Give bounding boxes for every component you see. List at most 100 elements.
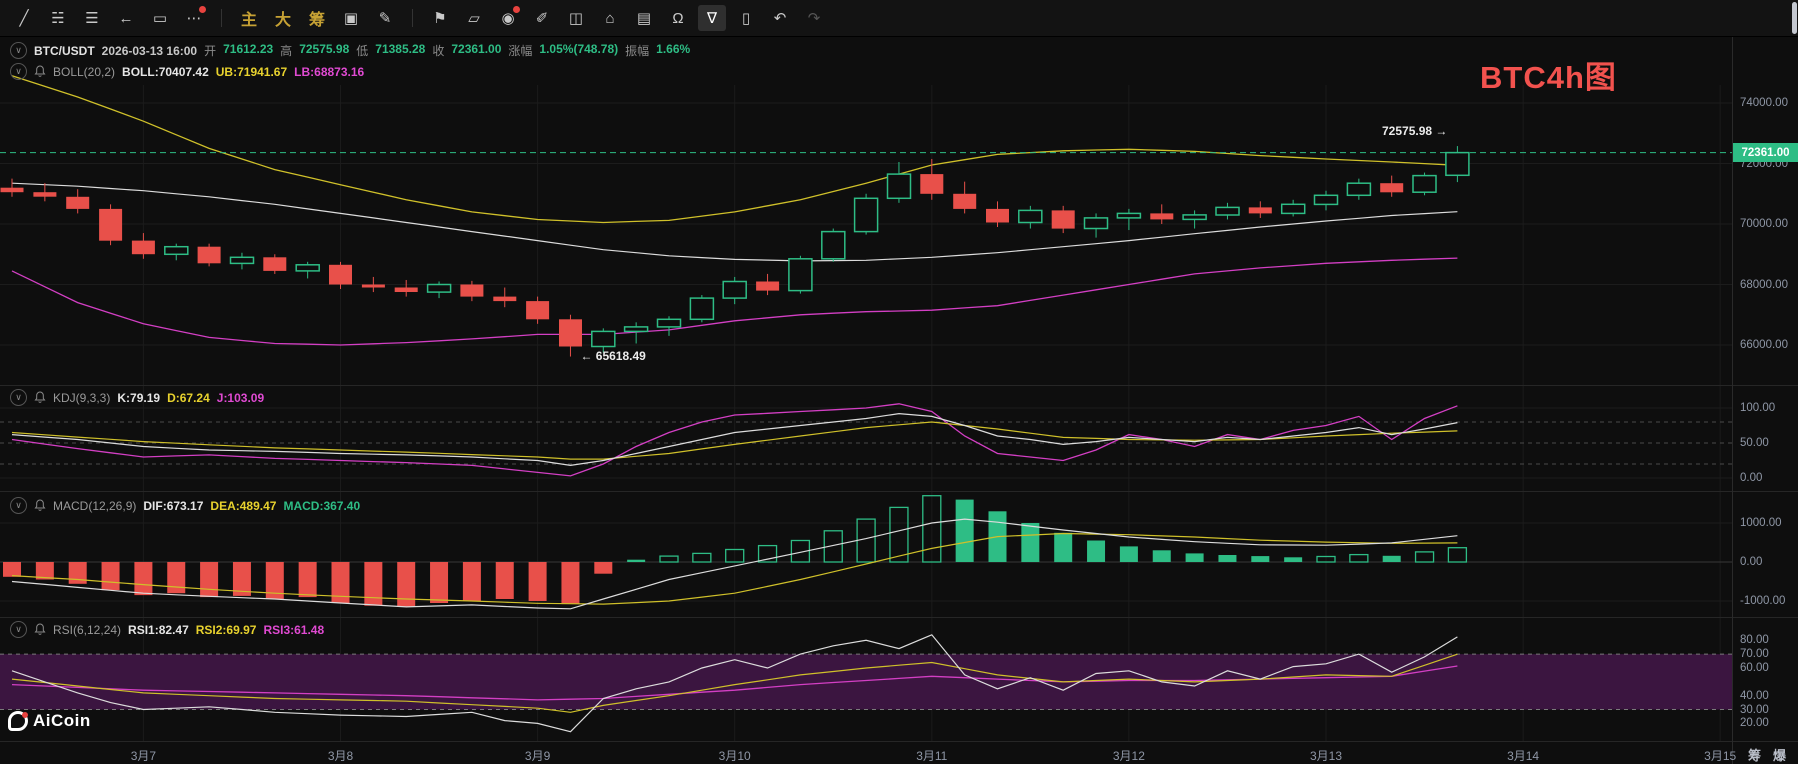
bookmark-icon[interactable]: ⚑: [433, 10, 447, 27]
kdj-j-value: J:103.09: [216, 390, 265, 405]
boll-lower-value: LB:68873.16: [294, 64, 365, 79]
more-drawings-icon[interactable]: ⋯: [180, 5, 208, 31]
boll-mid-value: BOLL:70407.42: [122, 64, 209, 79]
alert-bell-icon[interactable]: [34, 623, 46, 636]
corner-tabs: 筹爆: [1748, 745, 1786, 764]
collapse-chevron-icon[interactable]: ∨: [10, 389, 27, 406]
axis-tick-label: 100.00: [1740, 402, 1776, 414]
parallel-lines-icon[interactable]: ☰: [85, 10, 99, 27]
kdj-d-value: D:67.24: [167, 390, 210, 405]
macd-dif-value: DIF:673.17: [143, 498, 204, 513]
magnet-tool-icon[interactable]: Ω: [672, 9, 684, 27]
ohlc-values: 开 71612.23 高 72575.98 低 71385.28 收 72361.00 涨幅 1.…: [204, 42, 690, 59]
scrollbar-handle[interactable]: [1792, 2, 1797, 34]
marker-pen-icon[interactable]: ✐: [535, 10, 549, 27]
axis-tick-label: 70.00: [1740, 648, 1769, 661]
toolbar-divider: [221, 9, 222, 27]
alert-bell-icon[interactable]: [34, 391, 46, 404]
aicoin-logo-text: AiCoin: [33, 711, 91, 730]
corner-tab-筹[interactable]: 筹: [1748, 748, 1762, 763]
macd-hist-value: MACD:367.40: [283, 498, 361, 513]
axis-tick-label: 68000.00: [1740, 278, 1788, 291]
axis-tick-label: 60.00: [1740, 662, 1769, 674]
axis-tick-label: 1000.00: [1740, 517, 1782, 529]
kdj-k-value: K:79.19: [117, 390, 161, 405]
rsi-indicator-name: RSI(6,12,24): [53, 622, 122, 637]
axis-tick-label: 74000.00: [1740, 97, 1788, 109]
ohlc-value: 71612.23: [223, 42, 274, 56]
boll-upper-value: UB:71941.67: [215, 64, 288, 79]
ohlc-label: 涨幅: [508, 44, 533, 58]
axis-tick-label: 30.00: [1740, 703, 1769, 716]
ohlc-label: 高: [280, 44, 293, 58]
collapse-chevron-icon[interactable]: ∨: [10, 621, 27, 638]
collapse-chevron-icon[interactable]: ∨: [10, 42, 27, 59]
datetime-label: 2026-03-13 16:00: [101, 43, 198, 58]
rectangle-tool-icon[interactable]: ▭: [152, 10, 168, 27]
rsi1-value: RSI1:82.47: [128, 622, 189, 637]
notes-tool-icon[interactable]: ▤: [636, 10, 652, 27]
ohlc-value: 72575.98: [299, 42, 350, 56]
date-tick-label: 3月12: [1112, 749, 1145, 763]
corner-tab-爆[interactable]: 爆: [1773, 748, 1787, 763]
chart-watermark: BTC4h图: [1480, 60, 1617, 95]
notification-dot: [199, 6, 206, 13]
axis-tick-label: 0.00: [1740, 556, 1763, 568]
ohlc-value: 72361.00: [451, 42, 502, 56]
macd-indicator-name: MACD(12,26,9): [53, 498, 137, 513]
measure-icon[interactable]: ▱: [468, 10, 480, 27]
collapse-chevron-icon[interactable]: ∨: [10, 63, 27, 80]
boll-indicator-name: BOLL(20,2): [53, 64, 116, 79]
trash-tool-icon[interactable]: ▯: [741, 10, 751, 27]
filter-tool-icon[interactable]: ∇: [698, 5, 726, 31]
ohlc-value: 71385.28: [375, 42, 426, 56]
rsi3-value: RSI3:61.48: [263, 622, 325, 637]
axis-tick-label: 50.00: [1740, 437, 1769, 449]
aicoin-logo-icon: [8, 711, 28, 731]
low-price-marker: ← 65618.49: [580, 348, 646, 363]
rsi-info-row: ∨ RSI(6,12,24) RSI1:82.47 RSI2:69.97 RSI…: [10, 621, 324, 638]
ohlc-label: 收: [432, 44, 445, 58]
lock-tool-icon[interactable]: ⌂: [605, 9, 615, 27]
collapse-chevron-icon[interactable]: ∨: [10, 497, 27, 514]
axis-tick-label: 66000.00: [1740, 339, 1788, 351]
ohlc-label: 低: [356, 44, 369, 58]
boll-info-row: ∨ BOLL(20,2) BOLL:70407.42 UB:71941.67 L…: [10, 63, 364, 80]
brush-tool-icon[interactable]: ✎: [378, 10, 392, 27]
ohlc-label: 振幅: [625, 44, 650, 58]
ohlc-info-row: ∨ BTC/USDT 2026-03-13 16:00 开 71612.23 高 72…: [10, 42, 690, 59]
axis-tick-label: 20.00: [1740, 717, 1769, 730]
main-indicator-icon[interactable]: 主: [240, 12, 257, 29]
symbol-label: BTC/USDT: [34, 43, 95, 58]
toolbar: ╱ ☵ ☰ ← ▭ ⋯ 主大筹 ▣ ✎ ⚑ ▱ ◉ ✐ ◫ ⌂ ▤ Ω ∇ ▯ ↶ ↷: [0, 0, 1798, 37]
aicoin-logo: AiCoin: [8, 711, 91, 731]
alert-bell-icon[interactable]: [34, 65, 46, 78]
date-tick-label: 3月14: [1507, 749, 1540, 763]
alert-bell-icon[interactable]: [34, 499, 46, 512]
high-price-marker: 72575.98 →: [1382, 124, 1448, 139]
date-tick-label: 3月13: [1309, 749, 1343, 763]
ohlc-value: 1.05%(748.78): [539, 42, 619, 56]
axis-tick-label: 70000.00: [1740, 218, 1788, 230]
axis-tick-label: 80.00: [1740, 634, 1769, 647]
date-tick-label: 3月11: [916, 749, 948, 763]
redo-icon[interactable]: ↷: [807, 10, 821, 27]
date-tick-label: 3月15: [1704, 749, 1737, 763]
kdj-indicator-name: KDJ(9,3,3): [53, 390, 111, 405]
macd-dea-value: DEA:489.47: [210, 498, 277, 513]
undo-icon[interactable]: ↶: [773, 10, 787, 27]
toolbar-divider: [412, 9, 413, 27]
date-tick-label: 3月9: [524, 749, 551, 763]
chips-tool-icon[interactable]: 筹: [308, 12, 325, 29]
fib-lines-icon[interactable]: ☵: [51, 10, 65, 27]
compare-icon[interactable]: ◫: [568, 10, 584, 27]
large-view-icon[interactable]: 大: [274, 12, 291, 29]
zoom-tool-icon[interactable]: ◉: [494, 5, 522, 31]
arrow-tool-icon[interactable]: ←: [118, 9, 134, 27]
macd-info-row: ∨ MACD(12,26,9) DIF:673.17 DEA:489.47 MA…: [10, 497, 360, 514]
axis-tick-label: 0.00: [1740, 472, 1763, 484]
edit-layout-icon[interactable]: ▣: [343, 10, 359, 27]
trendline-icon[interactable]: ╱: [19, 10, 29, 27]
